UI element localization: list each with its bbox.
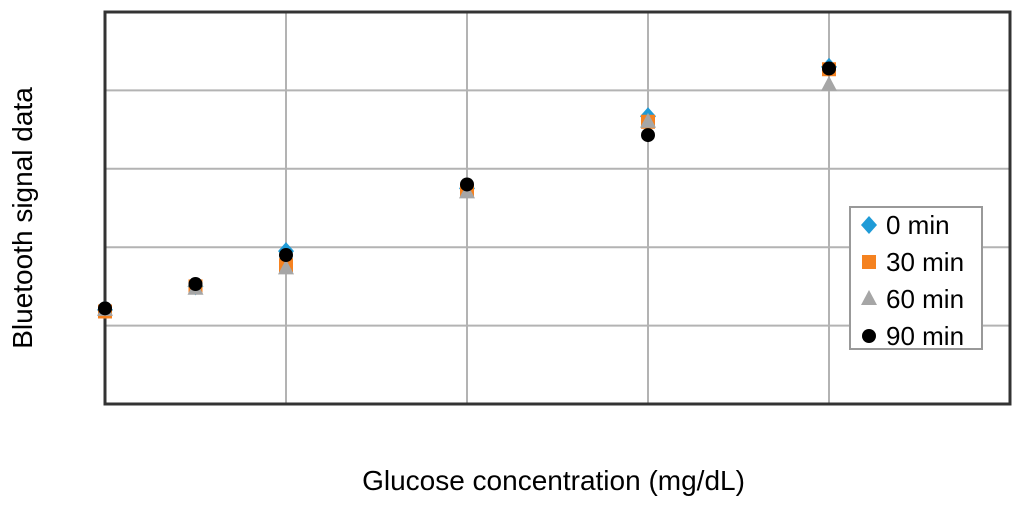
- legend-item: 90 min: [862, 321, 964, 351]
- legend-item: 60 min: [861, 284, 964, 314]
- legend-label: 30 min: [886, 247, 964, 277]
- data-point: [822, 61, 836, 76]
- y-axis-label: Bluetooth signal data: [7, 87, 38, 349]
- legend-marker: [862, 329, 876, 343]
- data-point: [279, 248, 293, 263]
- data-point: [821, 75, 837, 91]
- legend-box: [849, 206, 983, 350]
- data-point: [640, 112, 656, 128]
- legend-marker: [861, 216, 877, 234]
- series-90-min: [98, 61, 836, 316]
- data-point: [278, 259, 294, 275]
- legend: 0 min 30 min 60 min 90 min: [849, 206, 983, 351]
- plot-area-frame: [103, 10, 1012, 406]
- legend-item: 0 min: [861, 210, 950, 240]
- x-axis-label: Glucose concentration (mg/dL): [362, 465, 745, 496]
- legend-label: 0 min: [886, 210, 950, 240]
- legend-marker: [862, 255, 876, 269]
- legend-label: 60 min: [886, 284, 964, 314]
- data-points: [97, 57, 837, 319]
- data-point: [460, 177, 474, 192]
- legend-item: 30 min: [862, 247, 964, 277]
- data-point: [188, 277, 203, 292]
- data-point: [641, 128, 655, 143]
- legend-label: 90 min: [886, 321, 964, 351]
- legend-marker: [861, 290, 877, 305]
- data-point: [98, 301, 112, 316]
